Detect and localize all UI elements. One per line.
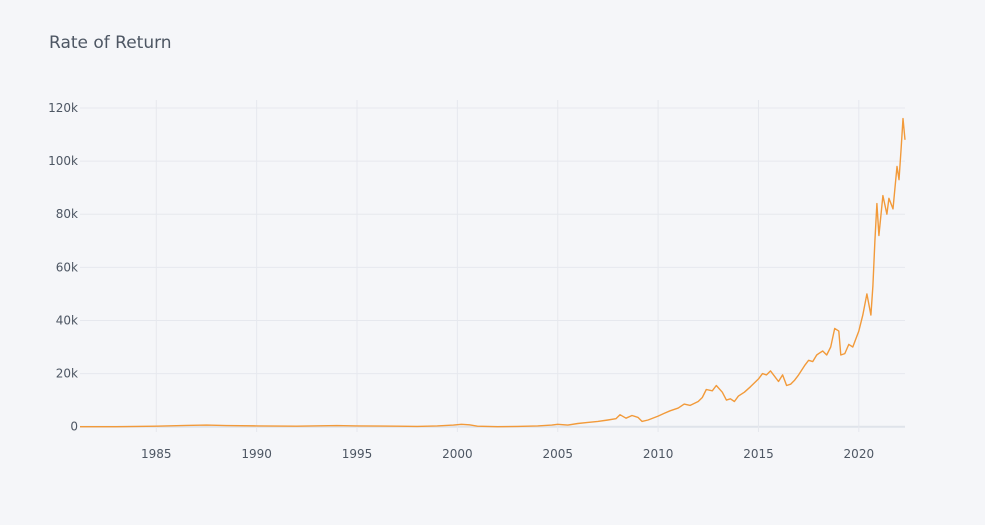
y-tick-label: 80k <box>56 207 78 221</box>
x-tick-label: 1995 <box>342 447 373 461</box>
chart-title: Rate of Return <box>49 33 172 53</box>
series-line <box>80 117 906 428</box>
y-tick-label: 100k <box>48 154 78 168</box>
x-tick-label: 2005 <box>542 447 573 461</box>
y-tick-label: 60k <box>56 260 78 274</box>
y-tick-label: 0 <box>70 420 78 434</box>
y-tick-label: 40k <box>56 313 78 327</box>
y-tick-label: 20k <box>56 367 78 381</box>
x-tick-label: 2010 <box>643 447 674 461</box>
x-tick-label: 2015 <box>743 447 774 461</box>
x-tick-label: 2020 <box>844 447 875 461</box>
y-tick-label: 120k <box>48 101 78 115</box>
x-tick-label: 1990 <box>241 447 272 461</box>
x-tick-label: 2000 <box>442 447 473 461</box>
x-tick-label: 1985 <box>141 447 172 461</box>
